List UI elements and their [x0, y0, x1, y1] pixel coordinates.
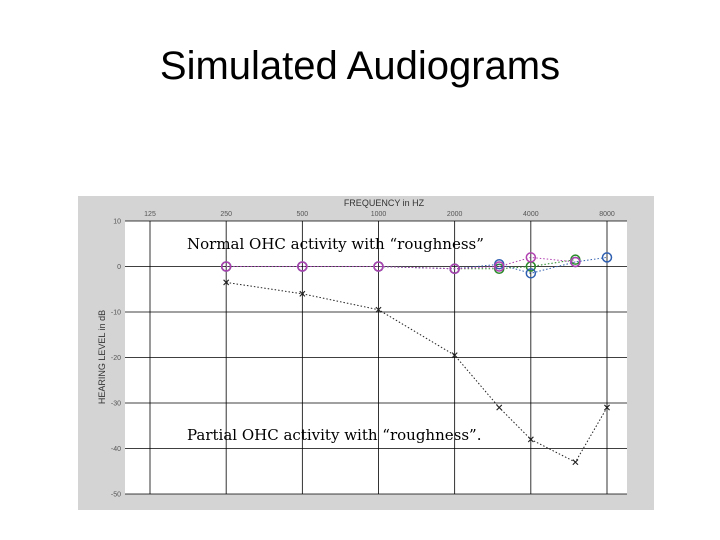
x-tick-label: 4000	[523, 211, 539, 218]
x-tick-label: 125	[144, 211, 156, 218]
data-point-circle	[449, 263, 460, 275]
x-marker-stroke	[572, 459, 579, 466]
x-tick-label: 1000	[371, 211, 387, 218]
slide-title: Simulated Audiograms	[159, 44, 561, 88]
x-marker-stroke	[375, 306, 382, 313]
data-point-circle	[373, 261, 384, 272]
series-line	[226, 256, 576, 270]
y-tick-label: -10	[111, 310, 121, 317]
tick-labels: 125 250 500 1000 2000 4000 8000 10 0 -10 -20 -30 -40…	[111, 211, 615, 499]
data-point-x	[604, 404, 610, 411]
data-point-x	[572, 459, 579, 466]
data-point-circle	[601, 252, 613, 263]
x-marker-stroke	[604, 404, 610, 411]
x-tick-label: 8000	[599, 211, 615, 218]
data-point-circle	[493, 261, 505, 272]
x-marker-stroke	[527, 436, 534, 443]
y-tick-label: -50	[111, 492, 121, 499]
y-axis-title: HEARING LEVEL in dB	[97, 310, 107, 404]
data-point-x	[223, 279, 230, 286]
data-point-circle	[220, 261, 232, 272]
data-point-circle	[525, 268, 537, 279]
x-marker-stroke	[223, 279, 230, 286]
data-point-circle	[297, 261, 308, 272]
series-line	[226, 281, 608, 463]
data-point-x	[451, 352, 458, 359]
x-tick-label: 250	[220, 211, 232, 218]
series-group	[220, 252, 613, 466]
y-tick-label: -40	[111, 446, 121, 453]
annotation-partial-ohc: Partial OHC activity with “roughness”.	[187, 426, 481, 444]
x-tick-label: 2000	[447, 211, 463, 218]
x-marker-stroke	[451, 352, 458, 359]
x-tick-label: 500	[296, 211, 308, 218]
data-point-x	[375, 306, 382, 313]
x-axis-title: FREQUENCY in HZ	[344, 198, 425, 208]
data-point-circle	[570, 256, 581, 268]
y-tick-label: -30	[111, 401, 121, 408]
y-tick-label: 10	[113, 219, 121, 226]
data-point-circle	[525, 252, 537, 263]
x-marker-stroke	[299, 290, 306, 297]
y-tick-label: 0	[117, 264, 121, 271]
x-marker-stroke	[496, 404, 503, 411]
data-point-x	[527, 436, 534, 443]
data-point-x	[496, 404, 503, 411]
annotation-normal-ohc: Normal OHC activity with “roughness”	[187, 235, 484, 253]
y-tick-label: -20	[111, 355, 121, 362]
data-point-x	[299, 290, 306, 297]
